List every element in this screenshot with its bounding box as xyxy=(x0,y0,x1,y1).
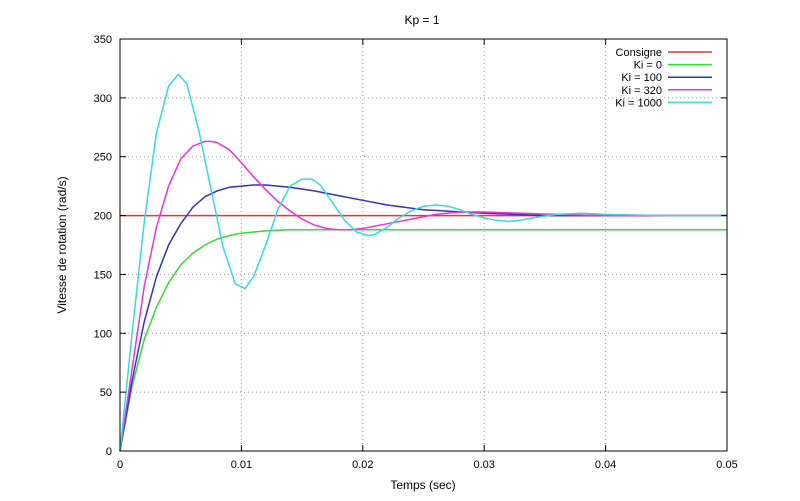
chart-title: Kp = 1 xyxy=(404,13,439,27)
x-tick-label: 0.01 xyxy=(231,459,252,471)
x-tick-label: 0 xyxy=(117,459,123,471)
series-line-3 xyxy=(119,140,727,452)
x-tick-label: 0.03 xyxy=(473,459,494,471)
series-line-4 xyxy=(119,73,727,452)
y-tick-label: 300 xyxy=(94,93,112,105)
legend-label-2: Ki = 100 xyxy=(621,72,662,84)
y-tick-label: 250 xyxy=(94,152,112,164)
y-tick-label: 200 xyxy=(94,211,112,223)
y-tick-label: 50 xyxy=(100,387,112,399)
x-axis-title: Temps (sec) xyxy=(390,478,455,492)
legend-label-0: Consigne xyxy=(616,47,662,59)
y-tick-label: 0 xyxy=(106,446,112,458)
y-axis-title: Vitesse de rotation (rad/s) xyxy=(55,176,69,313)
legend-label-3: Ki = 320 xyxy=(621,85,662,97)
series-line-2 xyxy=(119,184,727,452)
grid xyxy=(120,39,727,451)
y-tick-label: 150 xyxy=(94,269,112,281)
y-tick-label: 350 xyxy=(94,34,112,46)
x-tick-label: 0.02 xyxy=(352,459,373,471)
x-tick-label: 0.04 xyxy=(595,459,616,471)
y-tick-label: 100 xyxy=(94,328,112,340)
series-line-1 xyxy=(119,228,727,452)
series-layer xyxy=(119,73,727,452)
plot-frame xyxy=(119,38,728,452)
legend-label-4: Ki = 1000 xyxy=(615,97,662,109)
axis-ticks: 0 0.01 0.02 0.03 0.04 0.05 0 50 100 150 200 250 300 3… xyxy=(94,34,738,471)
x-tick-label: 0.05 xyxy=(716,459,737,471)
legend-label-1: Ki = 0 xyxy=(634,60,662,72)
